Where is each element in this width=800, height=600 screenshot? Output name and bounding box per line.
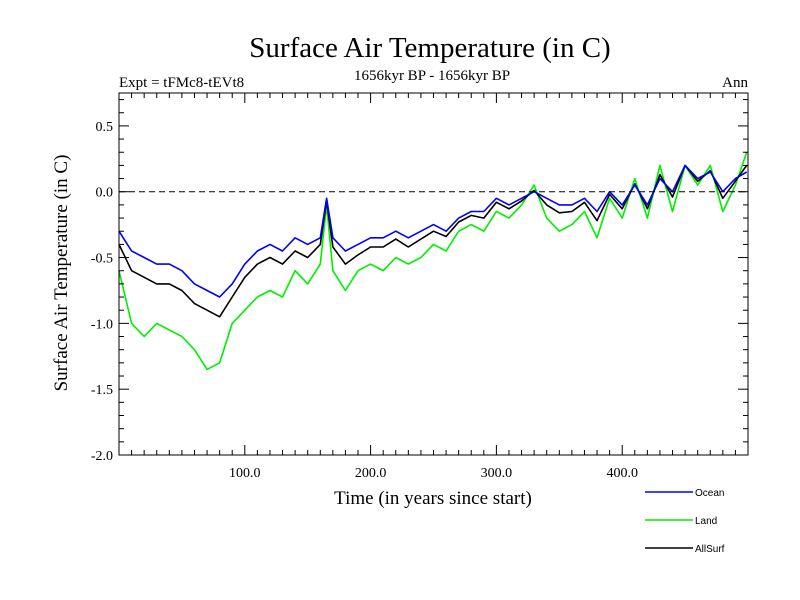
chart-header-left: Expt = tFMc8-tEVt8	[119, 75, 244, 91]
x-tick-label: 400.0	[606, 466, 638, 481]
y-tick-label: -1.0	[91, 317, 113, 332]
x-tick-label: 300.0	[481, 466, 513, 481]
y-tick-label: -2.0	[91, 449, 113, 464]
plot-frame	[118, 92, 749, 456]
y-tick-label: -1.5	[91, 383, 113, 398]
plot-lines	[118, 151, 748, 371]
legend-label-land: Land	[695, 516, 717, 527]
y-tick-label: -0.5	[91, 252, 113, 267]
y-tick-label: 0.5	[96, 120, 114, 135]
x-tick-label: 100.0	[229, 466, 261, 481]
legend-label-allsurf: AllSurf	[695, 544, 725, 555]
axes: 0.5 0.0 -0.5 -1.0 -1.5 -2.0 100.0 200.0 300.0 400…	[91, 92, 749, 481]
y-tick-label: 0.0	[96, 186, 114, 201]
legend: Ocean Land AllSurf	[645, 488, 725, 555]
x-tick-label: 200.0	[355, 466, 387, 481]
legend-label-ocean: Ocean	[695, 488, 724, 499]
x-axis-label: Time (in years since start)	[334, 488, 532, 509]
series-line-ocean	[118, 164, 748, 298]
chart-title: Surface Air Temperature (in C)	[249, 32, 610, 64]
y-axis-label: Surface Air Temperature (in C)	[51, 155, 72, 392]
series-line-land	[118, 151, 748, 371]
chart-subtitle: 1656kyr BP - 1656kyr BP	[354, 68, 510, 84]
chart-header-right: Ann	[722, 75, 748, 91]
